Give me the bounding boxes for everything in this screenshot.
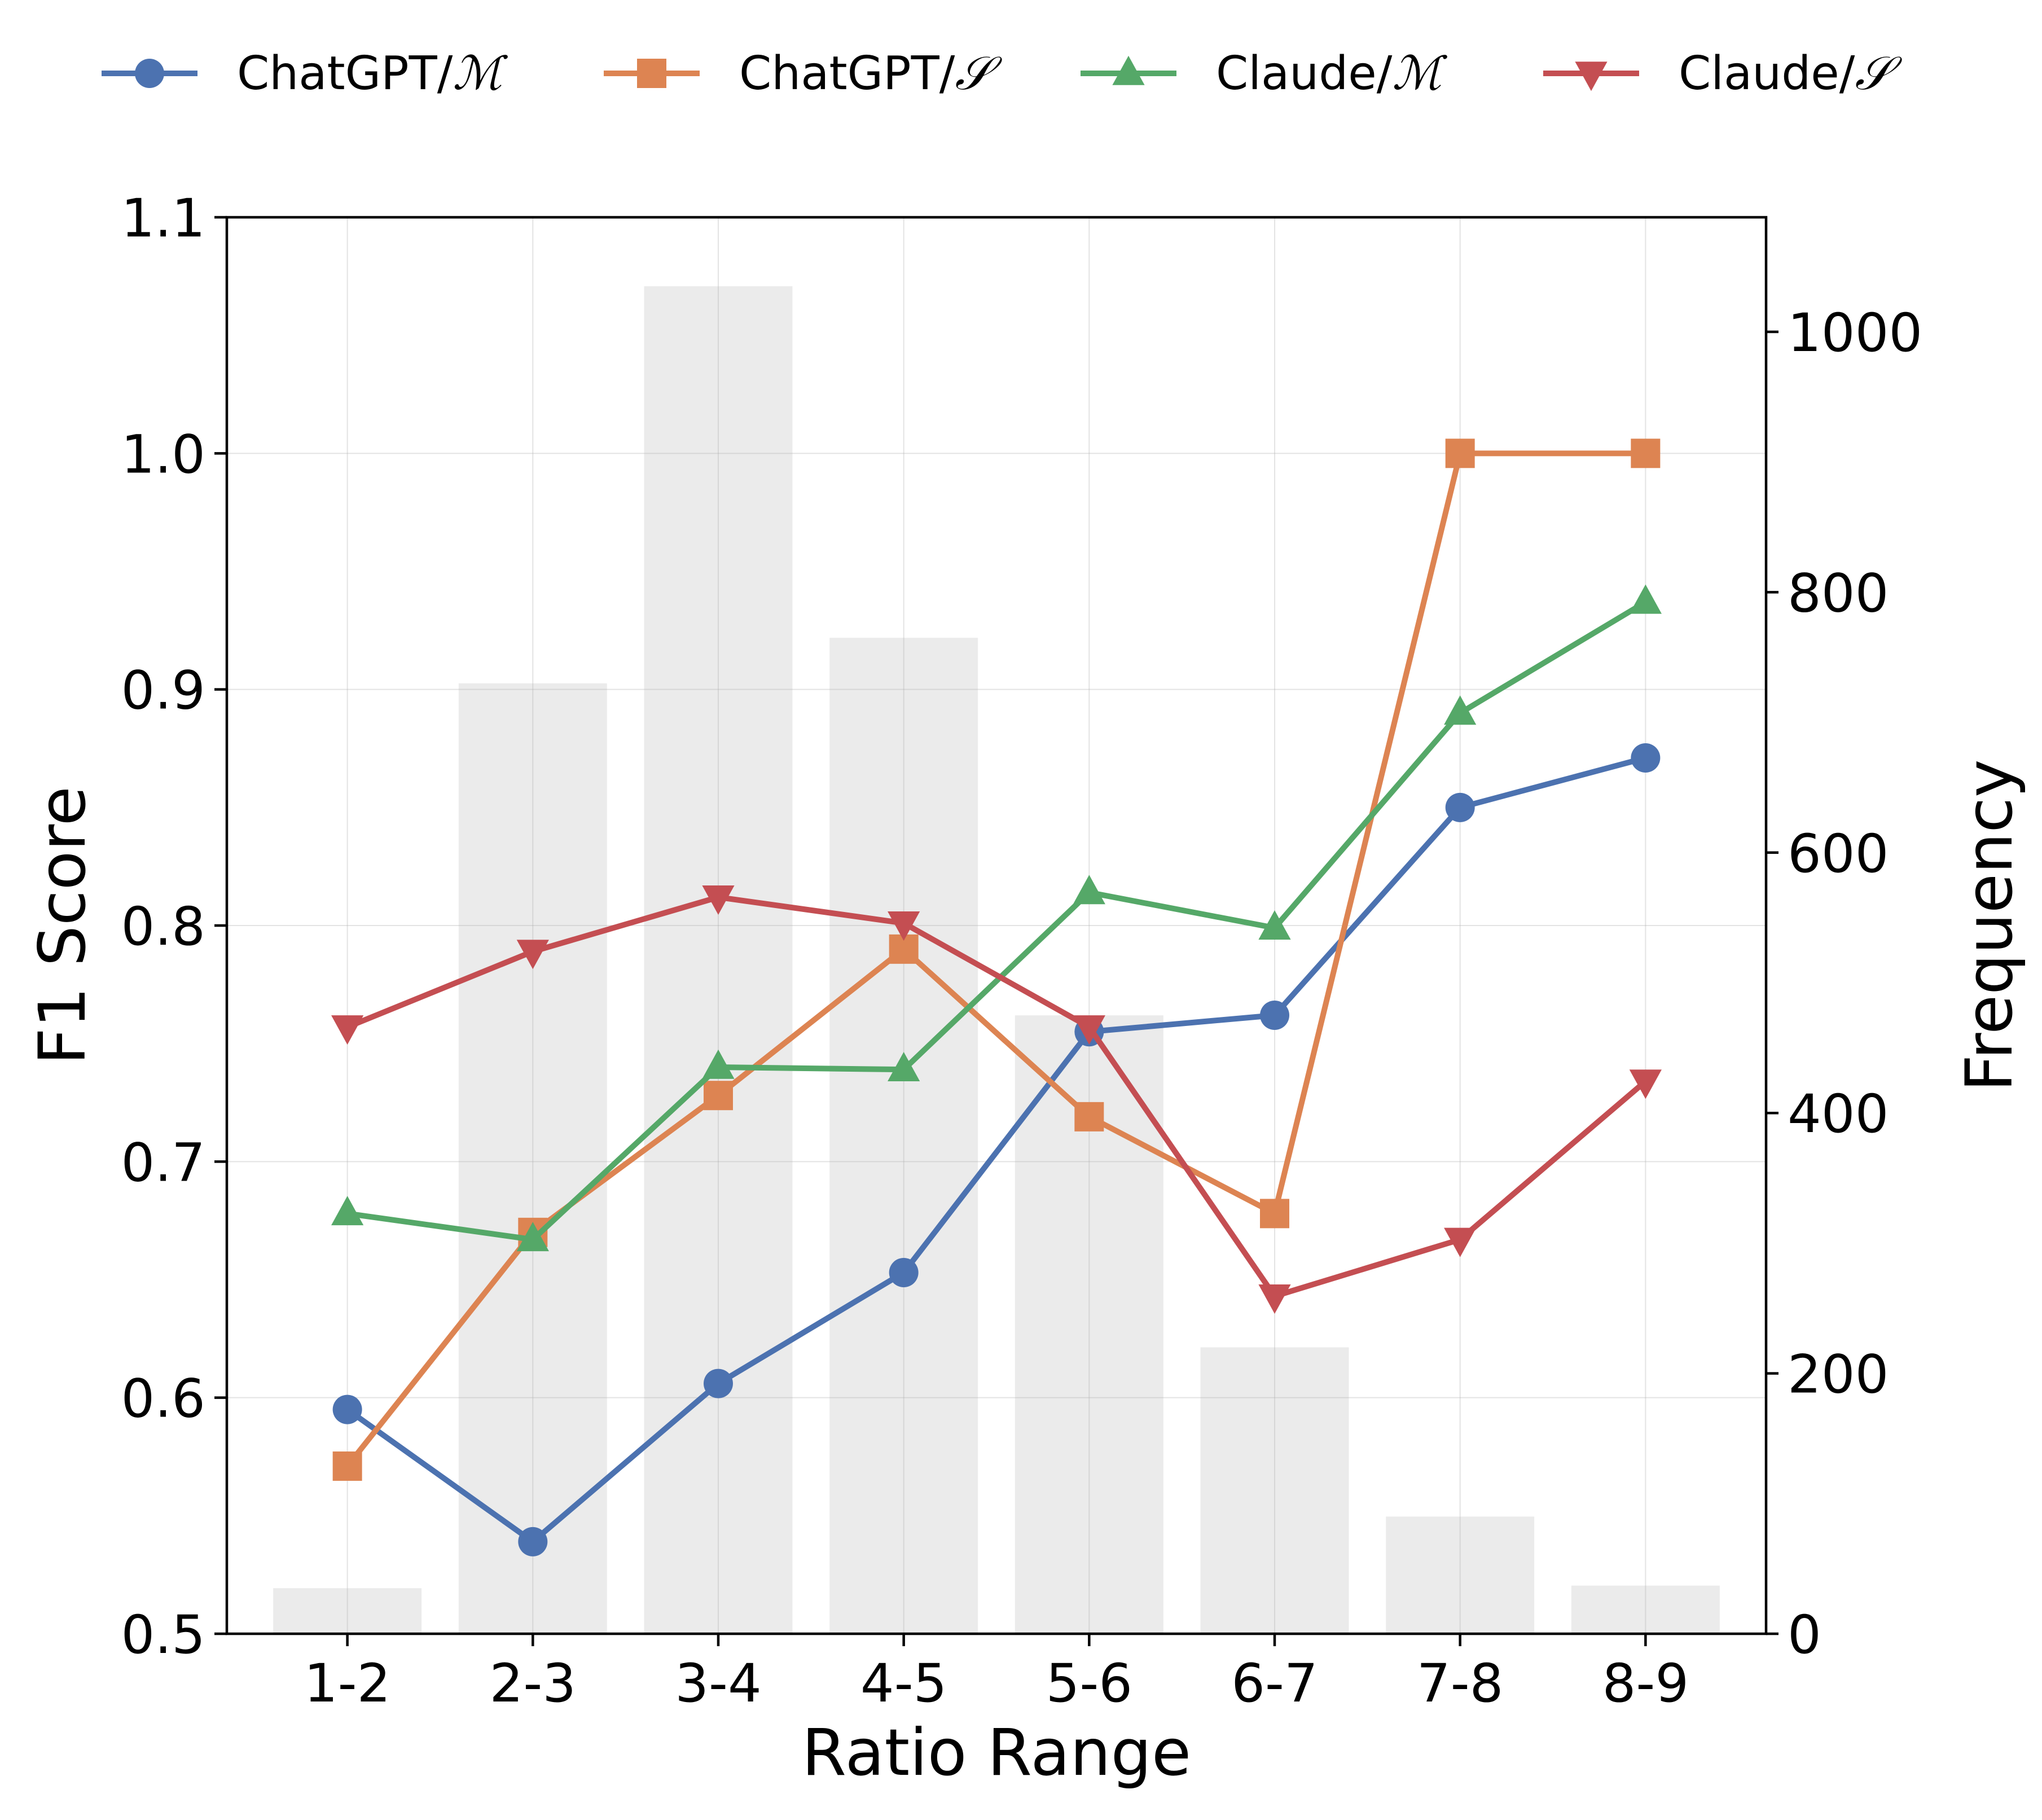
legend-label: Claude/𝒮 (1679, 47, 1902, 100)
frequency-bar-6-7 (1200, 1347, 1349, 1634)
legend-marker (135, 59, 164, 88)
series-line (346, 894, 1648, 1299)
y-tick-label: 0.9 (121, 660, 206, 722)
data-point-4-5 (888, 1051, 920, 1081)
data-point-3-4 (702, 885, 735, 915)
legend-item-1: ChatGPT/ℳ (102, 47, 508, 100)
data-point-1-2 (331, 1015, 364, 1045)
data-point-3-4 (703, 1369, 733, 1398)
legend-item-2: ChatGPT/𝒮 (604, 47, 1002, 100)
data-point-3-4 (702, 1049, 735, 1079)
x-axis: 1-2 2-3 3-4 4-5 5-6 6-7 7-8 8-9 (304, 1634, 1689, 1714)
data-point-1-2 (332, 1451, 362, 1481)
frequency-bar-1-2 (273, 1588, 422, 1634)
data-point-8-9 (1629, 1069, 1662, 1099)
y2-axis-title: Frequency (1952, 760, 2027, 1092)
data-point-6-7 (1258, 1284, 1291, 1314)
data-point-7-8 (1445, 438, 1475, 468)
y-tick-label: 0.6 (121, 1369, 206, 1430)
data-point-5-6 (1073, 1015, 1105, 1045)
y2-tick-label: 800 (1788, 563, 1889, 624)
grid (227, 217, 1766, 1634)
legend-symbol: ℳ (453, 47, 508, 100)
x-tick-label: 4-5 (860, 1653, 947, 1714)
legend-symbol: ℳ (1392, 47, 1447, 100)
legend-label: Claude/ℳ (1216, 47, 1447, 100)
series-4 (331, 885, 1662, 1314)
x-tick-label: 8-9 (1602, 1653, 1689, 1714)
y-tick-label: 1.0 (121, 424, 206, 485)
data-point-5-6 (1073, 875, 1105, 905)
frequency-bar-2-3 (458, 683, 607, 1634)
data-point-1-2 (331, 1196, 364, 1226)
series-1 (332, 743, 1661, 1556)
legend-label: ChatGPT/ℳ (237, 47, 508, 100)
frequency-bar-7-8 (1386, 1516, 1535, 1634)
x-tick-label: 1-2 (304, 1653, 391, 1714)
frequency-bar-8-9 (1571, 1585, 1720, 1634)
data-point-6-7 (1260, 1000, 1290, 1030)
legend-marker (1575, 62, 1608, 91)
x-tick-label: 6-7 (1231, 1653, 1318, 1714)
y2-tick-label: 1000 (1788, 302, 1922, 364)
y2-tick-label: 0 (1788, 1604, 1821, 1666)
data-point-2-3 (516, 940, 549, 970)
data-point-6-7 (1260, 1199, 1290, 1229)
x-tick-label: 3-4 (675, 1653, 762, 1714)
data-point-3-4 (703, 1081, 733, 1111)
x-tick-label: 5-6 (1046, 1653, 1133, 1714)
frequency-bar-4-5 (829, 638, 978, 1634)
data-point-4-5 (889, 1257, 919, 1287)
series-lines (331, 438, 1662, 1556)
y-tick-label: 1.1 (121, 188, 206, 249)
legend-marker (637, 59, 666, 88)
legend-symbol: 𝒮 (1855, 47, 1902, 100)
y2-tick-label: 600 (1788, 823, 1889, 885)
legend-label: ChatGPT/𝒮 (739, 47, 1002, 100)
x-tick-label: 7-8 (1417, 1653, 1504, 1714)
data-point-1-2 (332, 1394, 362, 1424)
x-axis-title: Ratio Range (802, 1715, 1191, 1790)
data-point-2-3 (518, 1527, 548, 1556)
x-tick-label: 2-3 (490, 1653, 577, 1714)
legend-item-4: Claude/𝒮 (1543, 47, 1902, 100)
data-point-7-8 (1444, 1227, 1477, 1257)
series-3 (331, 584, 1662, 1252)
y-tick-label: 0.5 (121, 1604, 206, 1666)
series-line (345, 755, 1646, 1545)
data-point-4-5 (888, 911, 920, 941)
y-tick-label: 0.7 (121, 1132, 206, 1194)
y-axis-left: 0.5 0.6 0.7 0.8 0.9 1.0 1.1 (121, 188, 227, 1666)
data-point-2-3 (516, 1222, 549, 1252)
legend-marker (1112, 55, 1145, 85)
frequency-bars (273, 286, 1720, 1634)
legend-item-3: Claude/ℳ (1081, 47, 1447, 100)
y2-tick-label: 200 (1788, 1344, 1889, 1406)
data-point-8-9 (1631, 438, 1661, 468)
data-point-7-8 (1445, 792, 1475, 822)
data-point-7-8 (1444, 695, 1477, 725)
y-axis-title: F1 Score (25, 786, 100, 1065)
frequency-bar-3-4 (644, 286, 793, 1634)
y-tick-label: 0.8 (121, 896, 206, 958)
legend-symbol: 𝒮 (955, 47, 1002, 100)
series-line (346, 599, 1647, 1243)
data-point-8-9 (1629, 584, 1662, 614)
data-point-6-7 (1258, 910, 1291, 940)
y-axis-right: 0 200 400 600 800 1000 (1766, 302, 1922, 1666)
y2-tick-label: 400 (1788, 1084, 1889, 1145)
legend: ChatGPT/ℳ ChatGPT/𝒮 Claude/ℳ Claude/𝒮 (102, 47, 1902, 100)
data-point-8-9 (1631, 743, 1661, 773)
data-point-5-6 (1074, 1102, 1104, 1132)
